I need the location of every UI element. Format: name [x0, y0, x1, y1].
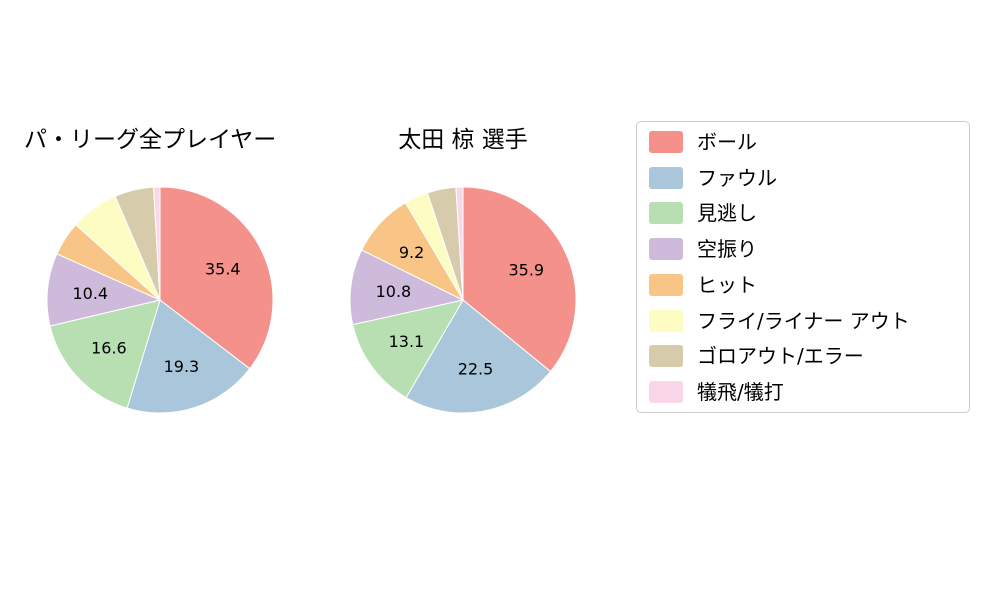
- legend-swatch: [649, 273, 683, 296]
- pie-slice-label: 35.9: [508, 261, 544, 280]
- legend-label: ヒット: [697, 272, 757, 297]
- pie-slice-label: 19.3: [164, 357, 200, 376]
- legend-item-5: フライ/ライナー アウト: [637, 304, 969, 338]
- legend-swatch: [649, 202, 683, 225]
- pie-slice-1: [126, 299, 251, 414]
- pie-slice-1: [405, 299, 552, 414]
- right-pie-chart: 35.9 22.5 13.1 10.8 9.2: [349, 186, 577, 414]
- pie-slice-label: 16.6: [91, 339, 127, 358]
- legend-swatch: [649, 166, 683, 189]
- pie-slice-3: [349, 249, 465, 326]
- right-pie-title: 太田 椋 選手: [398, 127, 528, 153]
- legend-swatch: [649, 130, 683, 153]
- legend-item-1: ファウル: [637, 161, 969, 195]
- legend-swatch: [649, 381, 683, 404]
- pie-slice-3: [46, 253, 162, 327]
- left-pie-chart: 35.4 19.3 16.6 10.4: [46, 186, 274, 414]
- legend-swatch: [649, 309, 683, 332]
- legend-label: ファウル: [697, 165, 777, 190]
- legend-item-3: 空振り: [637, 232, 969, 266]
- pie-slice-0: [462, 186, 577, 373]
- pie-slice-label: 22.5: [458, 359, 494, 378]
- legend-item-6: ゴロアウト/エラー: [637, 339, 969, 373]
- legend-swatch: [649, 345, 683, 368]
- pie-slice-label: 35.4: [205, 260, 241, 279]
- legend-label: フライ/ライナー アウト: [697, 308, 910, 333]
- pie-slice-7: [153, 186, 161, 301]
- legend-item-7: 犠飛/犠打: [637, 375, 969, 409]
- legend-label: 犠飛/犠打: [697, 380, 784, 405]
- legend-label: ゴロアウト/エラー: [697, 344, 864, 369]
- pie-slice-2: [49, 299, 161, 409]
- pie-slice-label: 10.8: [376, 282, 412, 301]
- left-pie-title: パ・リーグ全プレイヤー: [24, 127, 277, 153]
- pie-slice-label: 10.4: [72, 284, 108, 303]
- legend-label: 見逃し: [697, 201, 757, 226]
- pie-slice-label: 13.1: [389, 332, 425, 351]
- legend-label: ボール: [697, 129, 757, 154]
- legend: ボールファウル見逃し空振りヒットフライ/ライナー アウト ゴロアウト/エラー 犠飛/…: [636, 121, 970, 413]
- pie-slice-label: 9.2: [399, 243, 424, 262]
- legend-swatch: [649, 238, 683, 261]
- legend-label: 空振り: [697, 237, 757, 262]
- legend-item-4: ヒット: [637, 268, 969, 302]
- pie-slice-7: [455, 186, 464, 301]
- pie-slice-2: [352, 299, 465, 399]
- pie-slice-0: [159, 186, 274, 370]
- legend-item-0: ボール: [637, 125, 969, 159]
- legend-item-2: 見逃し: [637, 196, 969, 230]
